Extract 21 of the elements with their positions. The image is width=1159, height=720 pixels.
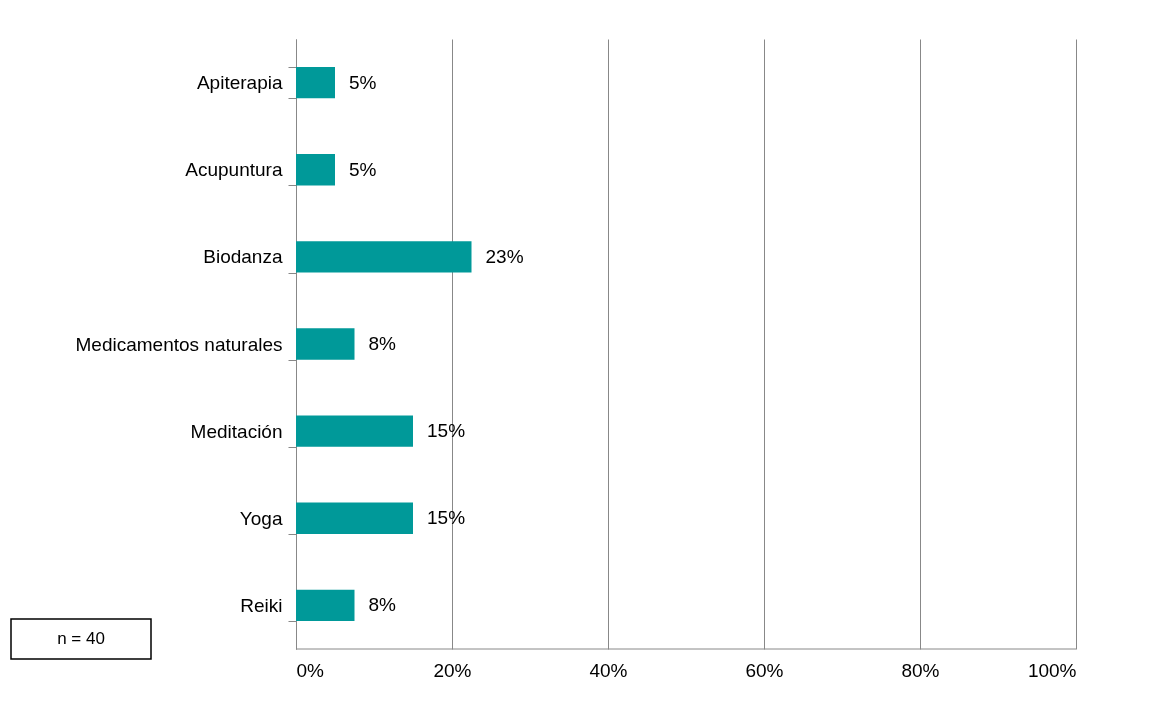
x-tick-label: 80% <box>901 659 940 681</box>
data-label: 15% <box>427 507 466 529</box>
y-tick-label: Reiki <box>240 594 283 616</box>
y-tick-label: Medicamentos naturales <box>75 333 283 355</box>
y-tick-label: Apiterapia <box>196 72 283 94</box>
data-label: 8% <box>368 333 397 354</box>
y-tick-label: Yoga <box>239 507 283 529</box>
data-label: 23% <box>485 245 524 267</box>
x-tick-label: 20% <box>433 659 472 681</box>
y-tick-label: Meditación <box>190 420 283 442</box>
x-tick-label: 0% <box>296 659 325 681</box>
y-tick-label: Biodanza <box>203 246 283 268</box>
data-label: 8% <box>368 594 397 616</box>
y-tick-label: Acupuntura <box>185 159 283 181</box>
x-tick-label: 60% <box>745 659 784 681</box>
data-label: 5% <box>349 71 377 93</box>
data-label: 15% <box>427 420 466 442</box>
text: n = 40 <box>57 629 105 648</box>
x-tick-label: 100% <box>1027 659 1077 681</box>
x-tick-label: 40% <box>589 659 628 681</box>
data-label: 5% <box>349 158 377 180</box>
